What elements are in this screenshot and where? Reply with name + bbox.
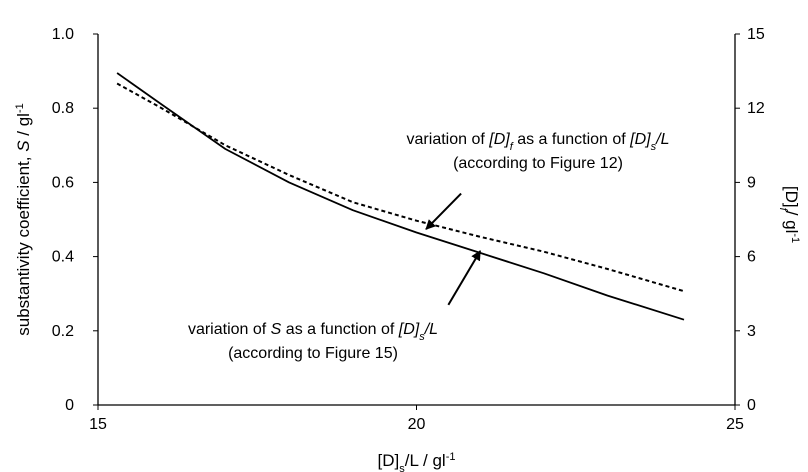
annotation-s-line2: (according to Figure 15) (228, 345, 398, 362)
annotation-df-arrow (425, 192, 462, 230)
y-left-tick-label: 0.8 (52, 100, 74, 117)
plot-series (116, 72, 685, 321)
axis-titles: [D]s/L / gl-1 substantivity coefficient, … (14, 103, 801, 472)
x-axis-title: [D]s/L / gl-1 (378, 451, 456, 472)
df-series-line (116, 82, 685, 293)
y-left-tick-label: 0.4 (52, 249, 74, 266)
y-left-tick-label: 0 (65, 397, 74, 414)
y-right-tick-label: 12 (747, 100, 765, 117)
y-left-tick-label: 0.2 (52, 323, 74, 340)
x-tick-label: 15 (89, 416, 107, 433)
annotation-s-line1: variation of S as a function of [D]s/L (188, 321, 438, 343)
annotation-df-line1: variation of [D]f as a function of [D]s/… (407, 131, 670, 153)
annotation-s-arrow (447, 250, 482, 306)
y-right-tick-label: 6 (747, 249, 756, 266)
y-right-tick-label: 15 (747, 26, 765, 43)
y-right-axis-title: [D]f/ gl-1 (777, 186, 801, 243)
annotations: variation of [D]f as a function of [D]s/… (188, 131, 670, 362)
y-left-axis-title: substantivity coefficient, S / gl-1 (14, 103, 33, 335)
y-right-tick-label: 9 (747, 174, 756, 191)
annotation-df-line2: (according to Figure 12) (453, 155, 623, 172)
s-series-line (116, 72, 685, 321)
y-left-tick-label: 1.0 (52, 26, 74, 43)
y-left-tick-label: 0.6 (52, 174, 74, 191)
y-right-tick-label: 0 (747, 397, 756, 414)
x-tick-label: 25 (726, 416, 744, 433)
y-right-tick-label: 3 (747, 323, 756, 340)
x-tick-label: 20 (408, 416, 426, 433)
axes (93, 33, 740, 410)
